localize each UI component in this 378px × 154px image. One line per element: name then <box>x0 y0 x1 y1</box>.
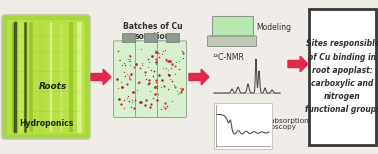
FancyBboxPatch shape <box>158 41 186 118</box>
Text: ¹³C-NMR: ¹³C-NMR <box>212 53 244 61</box>
Text: Batches of Cu
sorption: Batches of Cu sorption <box>123 22 183 41</box>
FancyBboxPatch shape <box>135 41 164 118</box>
Text: Sites responsible
of Cu binding in
root apoplast:
carboxylic and
nitrogen
functi: Sites responsible of Cu binding in root … <box>305 39 378 115</box>
Text: Hydroponics: Hydroponics <box>19 120 73 128</box>
FancyBboxPatch shape <box>166 33 178 42</box>
FancyBboxPatch shape <box>309 9 376 145</box>
Polygon shape <box>91 69 111 85</box>
FancyBboxPatch shape <box>7 20 85 134</box>
FancyBboxPatch shape <box>121 33 135 42</box>
FancyBboxPatch shape <box>144 33 156 42</box>
FancyBboxPatch shape <box>113 41 143 118</box>
Text: X-ray absorption
spectroscopy: X-ray absorption spectroscopy <box>249 118 308 130</box>
Polygon shape <box>189 69 209 85</box>
FancyBboxPatch shape <box>210 35 254 37</box>
Text: Modeling: Modeling <box>256 24 291 32</box>
FancyBboxPatch shape <box>214 103 272 149</box>
Polygon shape <box>288 56 308 72</box>
Text: Roots: Roots <box>39 82 67 91</box>
FancyBboxPatch shape <box>2 15 90 139</box>
FancyBboxPatch shape <box>208 36 257 47</box>
FancyBboxPatch shape <box>212 16 253 36</box>
